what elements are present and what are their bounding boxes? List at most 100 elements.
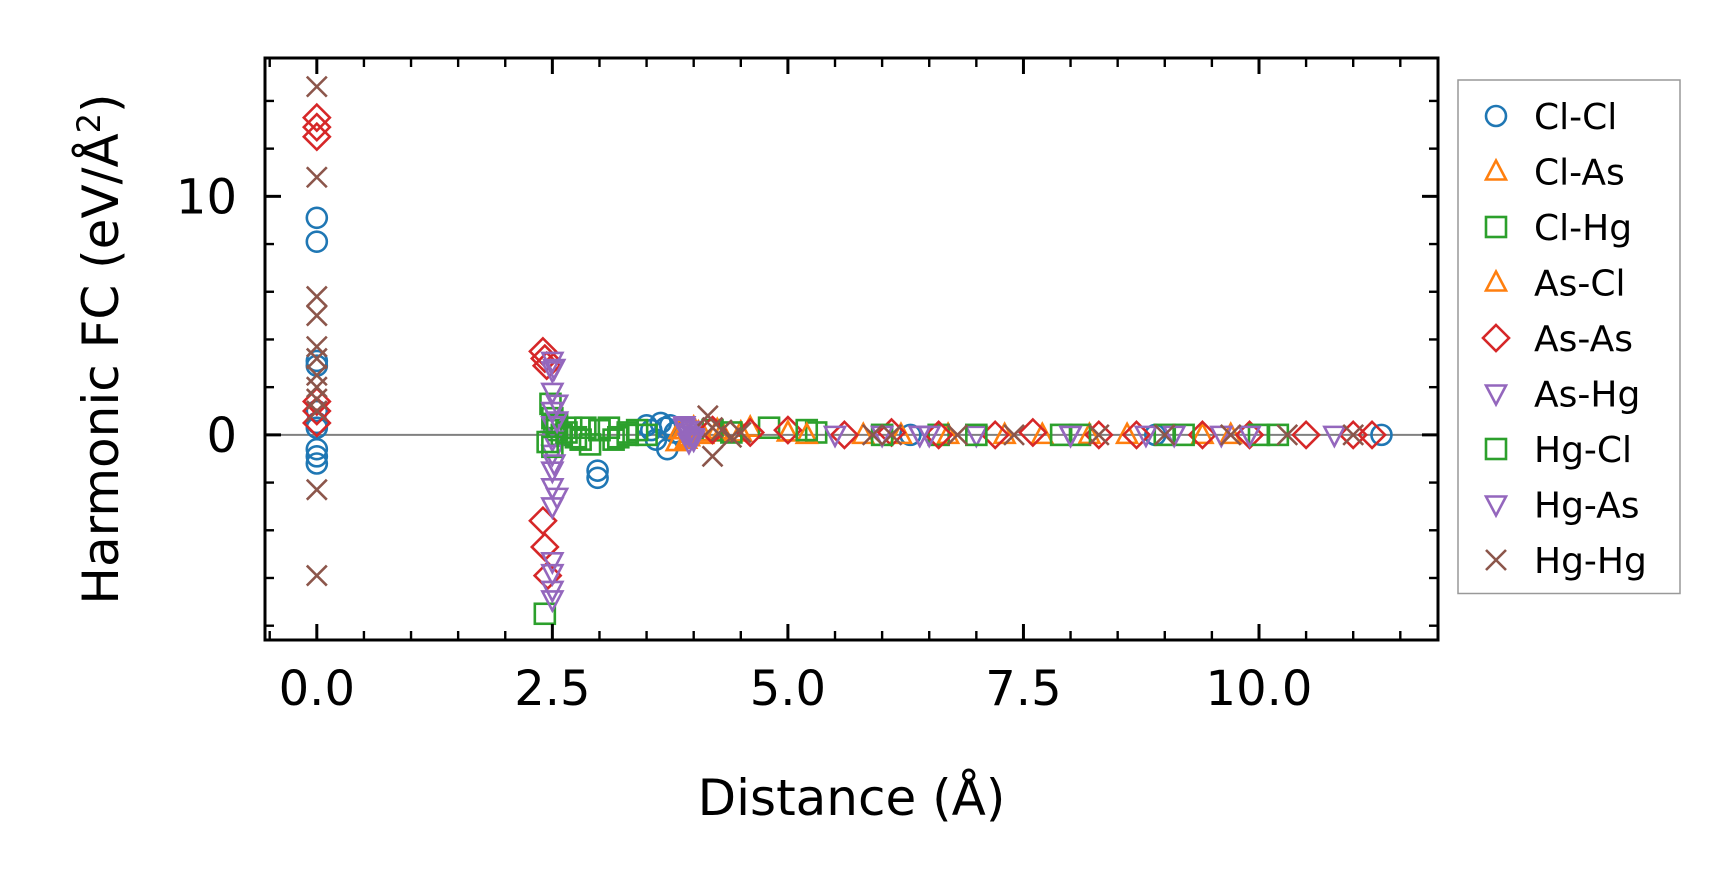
data-point [1114,421,1140,445]
data-point [301,121,332,152]
legend-label: Cl-As [1534,153,1625,194]
data-point [822,425,848,449]
legend-marker [1481,323,1511,353]
data-point [1003,423,1025,446]
data-point [544,394,570,418]
data-point [1218,421,1243,445]
data-point [880,423,903,446]
data-point [301,102,332,133]
x-tick-label: 10.0 [1206,661,1313,717]
data-point [586,459,609,482]
data-point [305,304,328,327]
data-point [542,454,567,478]
data-point [532,560,563,591]
legend-item: Hg-Hg [1485,541,1647,582]
x-tick-label: 5.0 [750,661,826,717]
data-point [602,428,625,451]
y-tick-label: 10 [176,169,237,225]
legend-item: Cl-As [1483,153,1625,194]
data-point [1030,421,1055,445]
data-point [927,423,950,447]
data-point [542,358,567,382]
data-point [1357,420,1387,450]
data-point [1121,420,1152,450]
data-point [681,427,706,452]
y-axis-label-main: Harmonic FC (eV/Å [72,133,130,604]
data-point [1370,423,1393,447]
data-point [1153,423,1176,446]
legend-item: Cl-Cl [1484,97,1617,138]
legend-box [1457,79,1681,595]
data-point [1058,425,1083,449]
data-point [305,285,328,308]
legend-item: As-Cl [1483,264,1626,305]
data-point [305,452,329,475]
data-point [1133,425,1159,449]
data-point [795,418,819,442]
y-axis-label-superscript: 2 [70,113,108,133]
data-point [1291,420,1321,450]
legend-marker [1483,384,1509,408]
data-point [923,420,954,450]
data-point [305,347,328,370]
data-point [1190,421,1215,445]
data-point [540,461,565,485]
data-point [305,400,328,422]
data-point [964,425,989,449]
data-point [305,478,328,501]
y-tick-label: 0 [206,408,237,464]
data-point [540,590,565,614]
data-point [946,423,969,446]
legend-marker [1485,549,1507,571]
data-point [1322,425,1347,449]
y-axis-label: Harmonic FC (eV/Å2) [70,93,130,604]
data-point [305,75,328,98]
legend-marker [1484,215,1508,239]
data-point [711,419,733,442]
data-point [1087,423,1110,446]
legend-item: As-Hg [1483,375,1640,416]
legend-item: As-As [1481,319,1633,360]
data-point [672,416,697,440]
data-point [861,423,884,446]
data-point [540,551,565,576]
legend: Cl-Cl Cl-As Cl-Hg As-Cl As-As As-Hg Hg-Cl Hg-As… [1457,79,1681,595]
data-marks [265,75,1438,626]
legend-label: As-Hg [1534,375,1640,416]
data-point [574,416,597,440]
data-point [533,602,557,626]
data-point [1219,423,1242,446]
x-tick-label: 7.5 [985,661,1061,717]
data-point [1172,423,1195,447]
x-tick-label: 2.5 [514,661,590,717]
y-axis-label-close: ) [72,93,130,113]
data-point [1237,425,1262,449]
data-point [540,563,565,588]
data-point [301,112,332,143]
data-point [540,382,565,406]
legend-label: As-As [1534,319,1633,360]
legend-marker [1484,104,1508,128]
plot-frame [263,56,1440,642]
series-hg-as [542,358,1262,511]
data-point [305,399,329,423]
data-point [1276,423,1299,446]
data-point [305,437,329,461]
data-point [305,564,328,587]
data-point [1342,423,1365,446]
data-point [305,206,329,230]
data-point [305,166,328,189]
data-point [544,487,570,511]
legend-item: Hg-As [1483,486,1640,527]
legend-marker [1483,268,1509,292]
data-point [1247,423,1271,447]
legend-label: Hg-Cl [1534,430,1632,471]
x-tick-label: 0.0 [279,661,355,717]
data-point [1068,423,1092,447]
data-point [917,425,942,449]
data-point [679,420,704,444]
data-point [701,445,724,468]
